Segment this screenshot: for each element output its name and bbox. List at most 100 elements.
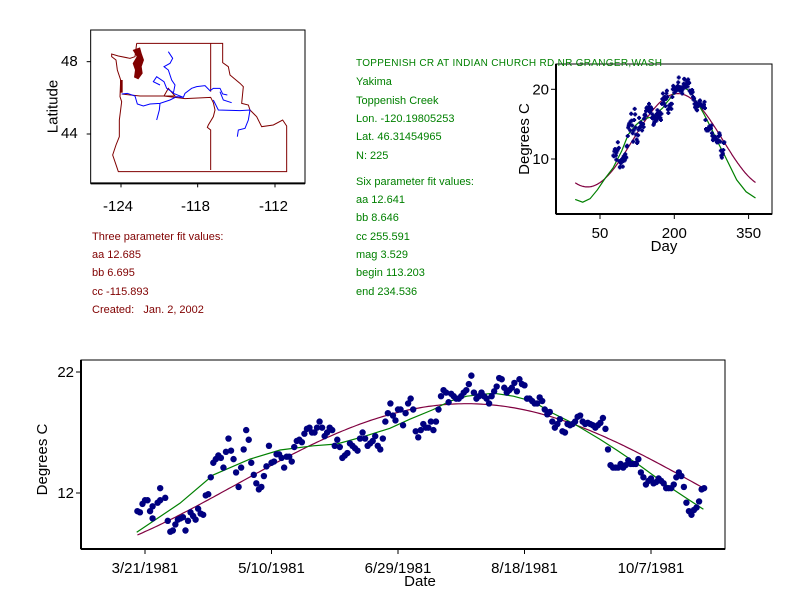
timeseries-data-point	[316, 418, 323, 425]
seasonal-data-point	[658, 117, 663, 122]
timeseries-data-point	[488, 393, 495, 400]
timeseries-data-point	[245, 436, 252, 443]
timeseries-xtick-label: 5/10/1981	[238, 560, 305, 577]
timeseries-data-point	[549, 418, 556, 425]
seasonal-data-point	[635, 139, 640, 144]
six-fit-mag: mag 3.529	[356, 249, 408, 261]
timeseries-data-point	[465, 380, 473, 388]
timeseries-data-point	[680, 483, 688, 491]
timeseries-data-point	[556, 415, 564, 423]
timeseries-data-point	[344, 449, 351, 457]
timeseries-data-point	[604, 446, 612, 453]
seasonal-data-point	[642, 116, 647, 121]
six-fit-aa: aa 12.641	[356, 194, 405, 206]
seasonal-xtick-label: 50	[592, 225, 609, 242]
timeseries-data-point	[156, 497, 164, 504]
seasonal-data-point	[717, 133, 722, 138]
timeseries-data-point	[237, 464, 245, 471]
timeseries-data-point	[298, 438, 306, 446]
timeseries-data-point	[513, 388, 521, 395]
timeseries-data-point	[286, 453, 293, 460]
seasonal-data-point	[669, 106, 674, 111]
six-fit-bb: bb 8.646	[356, 212, 399, 224]
timeseries-data-point	[243, 426, 250, 434]
timeseries-data-point	[516, 376, 523, 383]
seasonal-data-point	[637, 115, 642, 120]
timeseries-data-point	[194, 505, 202, 512]
six-fit-end: end 234.536	[356, 286, 418, 298]
timeseries-data-point	[599, 414, 607, 422]
timeseries-data-point	[291, 443, 298, 451]
timeseries-data-point	[493, 383, 500, 390]
timeseries-data-point	[670, 481, 677, 488]
timeseries-data-point	[442, 389, 450, 396]
timeseries-data-point	[445, 399, 452, 406]
timeseries-data-point	[561, 429, 569, 436]
timeseries-data-point	[258, 483, 265, 491]
timeseries-data-point	[192, 516, 199, 523]
seasonal-data-point	[703, 117, 708, 122]
timeseries-data-point	[521, 382, 528, 389]
timeseries-data-point	[217, 454, 225, 462]
seasonal-data-point	[631, 139, 636, 144]
timeseries-data-point	[301, 430, 308, 437]
seasonal-data-point	[709, 123, 714, 128]
timeseries-data-point	[334, 436, 341, 443]
seasonal-data-point	[676, 75, 681, 80]
timeseries-data-point	[232, 469, 240, 476]
timeseries-data-point	[622, 461, 629, 469]
timeseries-data-point	[485, 400, 493, 407]
timeseries-data-point	[463, 386, 470, 394]
rivers	[121, 51, 251, 137]
seasonal-data-point	[632, 117, 637, 122]
timeseries-data-point	[430, 426, 437, 434]
timeseries-data-point	[225, 435, 232, 442]
seasonal-data-point	[625, 143, 630, 148]
timeseries-data-point	[146, 507, 154, 515]
timeseries-data-point	[149, 515, 156, 522]
timeseries-data-point	[184, 517, 192, 525]
timeseries-data-point	[435, 406, 442, 413]
timeseries-data-point	[207, 474, 214, 481]
seasonal-data-point	[718, 139, 723, 144]
seasonal-data-point	[625, 133, 630, 138]
timeseries-data-point	[387, 400, 394, 407]
seasonal-data-point	[676, 80, 681, 85]
timeseries-ytick-label: 12	[57, 485, 74, 502]
seasonal-data-point	[664, 88, 669, 93]
three-fit-aa: aa 12.685	[92, 249, 141, 261]
seasonal-data-point	[663, 104, 668, 109]
timeseries-data-point	[683, 499, 690, 506]
seasonal-data-point	[698, 98, 703, 103]
seasonal-data-point	[665, 94, 670, 99]
timeseries-data-point	[635, 455, 642, 463]
timeseries-data-point	[318, 424, 326, 431]
timeseries-data-point	[384, 409, 392, 417]
timeseries-data-point	[253, 480, 260, 487]
timeseries-y-axis-label: Degrees C	[34, 423, 51, 495]
timeseries-ytick-label: 22	[57, 364, 74, 381]
timeseries-data-point	[412, 428, 419, 435]
timeseries-data-point	[359, 429, 366, 436]
seasonal-data-point	[655, 108, 660, 113]
seasonal-data-point	[680, 91, 685, 96]
timeseries-data-point	[199, 511, 207, 518]
state-borders	[111, 42, 288, 173]
timeseries-data-point	[369, 437, 376, 445]
timeseries-data-point	[483, 395, 490, 402]
timeseries-data-point	[404, 400, 412, 407]
timeseries-data-point	[673, 474, 680, 481]
timeseries-data-point	[417, 426, 424, 434]
timeseries-data-point	[136, 509, 144, 516]
timeseries-data-point	[571, 418, 579, 425]
timeseries-data-point	[306, 424, 313, 431]
timeseries-data-point	[144, 497, 151, 504]
timeseries-data-point	[265, 442, 273, 450]
timeseries-data-point	[597, 419, 604, 427]
station-title: TOPPENISH CR AT INDIAN CHURCH RD NR GRAN…	[356, 58, 663, 69]
location-map	[86, 29, 306, 188]
timeseries-data-point	[700, 484, 708, 492]
map-xtick-label: -112	[259, 198, 288, 215]
seasonal-data-point	[633, 112, 638, 117]
seasonal-data-point	[624, 155, 629, 160]
